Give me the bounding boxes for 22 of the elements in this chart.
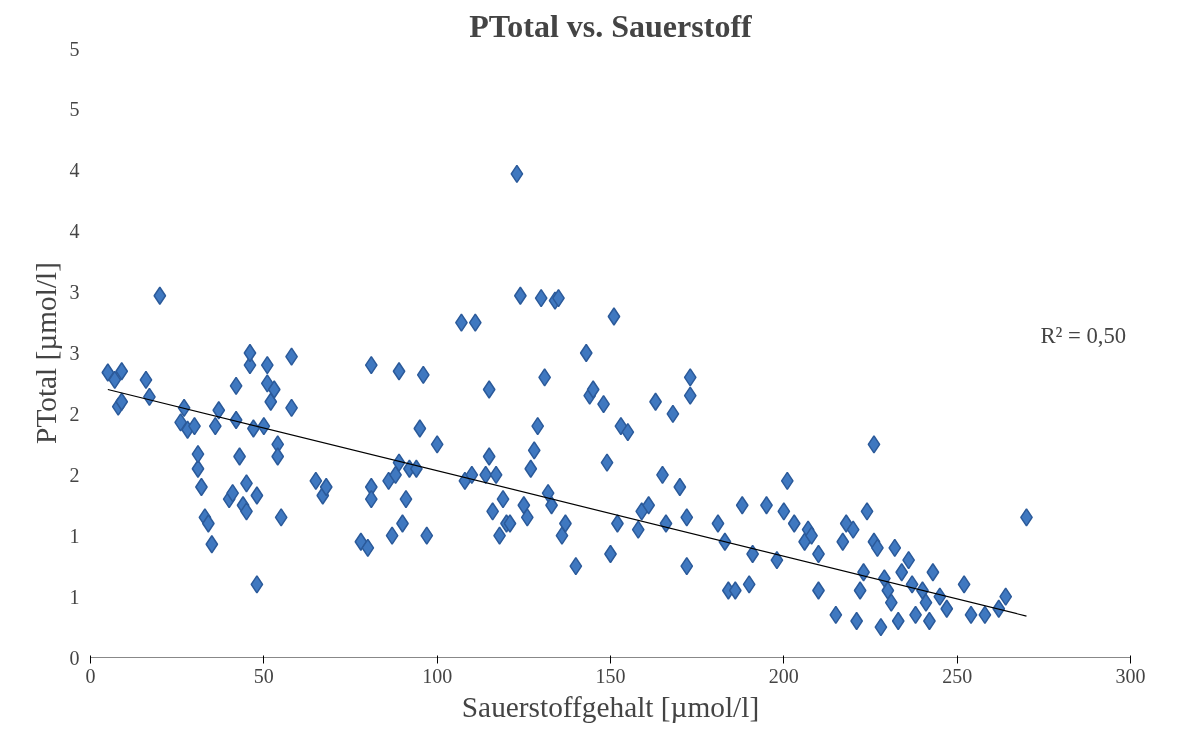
y-tick-label: 1	[69, 524, 80, 547]
annotation: R² = 0,50	[1040, 322, 1127, 348]
x-tick-label: 300	[1115, 664, 1146, 687]
x-tick-label: 250	[942, 664, 973, 687]
y-tick-label: 3	[69, 342, 80, 364]
x-axis-title: Sauerstoffgehalt [µmol/l]	[461, 690, 760, 723]
x-tick-label: 150	[595, 664, 626, 687]
y-tick-label: 5	[69, 37, 80, 60]
y-tick-label: 5	[69, 98, 80, 121]
x-tick-label: 0	[85, 664, 96, 687]
y-tick-label: 1	[69, 585, 80, 608]
y-tick-label: 0	[69, 646, 80, 669]
x-tick-label: 200	[768, 664, 799, 687]
y-axis-title: PTotal [µmol/l]	[29, 262, 62, 444]
x-tick-label: 100	[422, 664, 453, 687]
y-tick-label: 2	[69, 463, 80, 486]
x-tick-label: 50	[253, 664, 274, 687]
chart-title: PTotal vs. Sauerstoff	[469, 7, 753, 44]
y-tick-label: 3	[69, 281, 80, 304]
y-tick-label: 4	[69, 220, 80, 243]
y-tick-label: 4	[69, 159, 80, 182]
y-tick-label: 2	[69, 402, 80, 425]
